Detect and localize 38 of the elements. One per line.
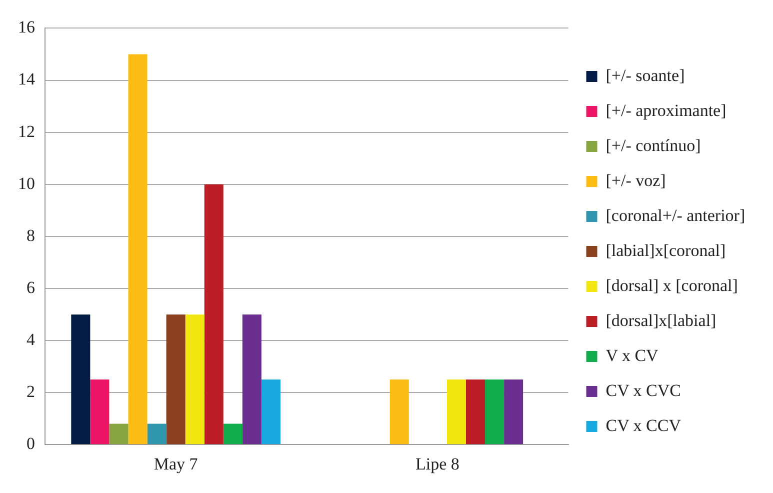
bar [504,380,524,444]
bar [485,380,504,444]
legend-label: [coronal+/- anterior] [606,206,746,225]
y-tick-label: 10 [18,174,35,193]
legend-label: [labial]x[coronal] [606,240,726,260]
y-tick-label: 8 [26,226,35,245]
bar [128,54,148,444]
bar [223,424,242,444]
bar [242,314,262,444]
y-tick-label: 16 [18,18,35,37]
bar [109,424,128,444]
y-tick-label: 6 [26,278,35,297]
legend-label: [+/- aproximante] [606,100,726,120]
legend-label: [+/- contínuo] [606,136,701,155]
bar [185,314,204,444]
bar [204,184,224,444]
legend-label: CV x CVC [606,380,682,400]
bar [147,424,166,444]
x-tick-label: Lipe 8 [415,454,460,474]
y-tick-label: 14 [18,70,36,89]
legend-label: [dorsal]x[labial] [606,310,716,330]
x-tick-label: May 7 [154,454,198,474]
bar [71,314,90,444]
legend-label: [dorsal] x [coronal] [606,276,738,295]
legend-label: [+/- voz] [606,170,666,190]
y-tick-label: 0 [26,434,35,454]
bar [390,380,409,444]
y-tick-label: 12 [18,122,35,141]
bar [466,380,486,444]
legend-label: [+/- soante] [606,66,685,85]
bar [446,380,466,444]
bar [261,380,280,444]
y-tick-label: 4 [26,330,36,349]
legend-label: V x CV [606,346,660,365]
bar [166,314,186,444]
bar [90,380,110,444]
y-tick-label: 2 [26,382,35,402]
legend-label: CV x CCV [606,416,682,435]
